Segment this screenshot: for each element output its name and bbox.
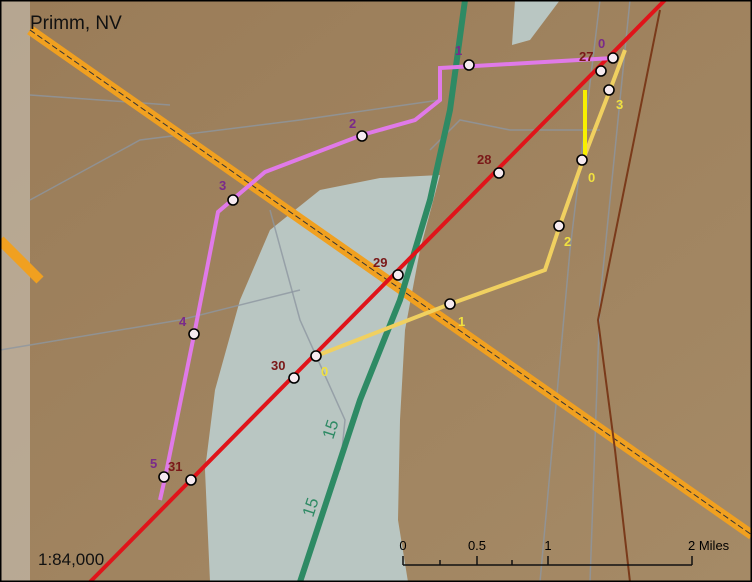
milepost-label: 30 <box>271 358 285 373</box>
milepost-label: 0 <box>598 36 605 51</box>
milepost-label: 31 <box>168 459 182 474</box>
scale-label: 1 <box>544 538 551 553</box>
milepost-label: 4 <box>179 314 187 329</box>
milepost-label: 27 <box>579 49 593 64</box>
scale-label: 0 <box>399 538 406 553</box>
milepost-label: 2 <box>564 234 571 249</box>
scale-label: 2 Miles <box>688 538 730 553</box>
map: 0 1 2 3 4 5 27 28 29 30 31 0 1 2 3 0 15 … <box>0 0 752 582</box>
milepost-label: 5 <box>150 456 157 471</box>
urban-edge <box>0 0 30 582</box>
milepost-label: 3 <box>616 97 623 112</box>
milepost-label: 1 <box>458 314 465 329</box>
milepost-label: 0 <box>588 170 595 185</box>
scale-label: 0.5 <box>468 538 486 553</box>
map-title: Primm, NV <box>30 13 122 34</box>
milepost-label: 28 <box>477 152 491 167</box>
milepost-label: 0 <box>321 364 328 379</box>
milepost-label: 3 <box>219 178 226 193</box>
scale-ratio: 1:84,000 <box>38 550 104 569</box>
milepost-label: 29 <box>373 255 387 270</box>
milepost-label: 1 <box>455 43 462 58</box>
milepost-label: 2 <box>349 116 356 131</box>
